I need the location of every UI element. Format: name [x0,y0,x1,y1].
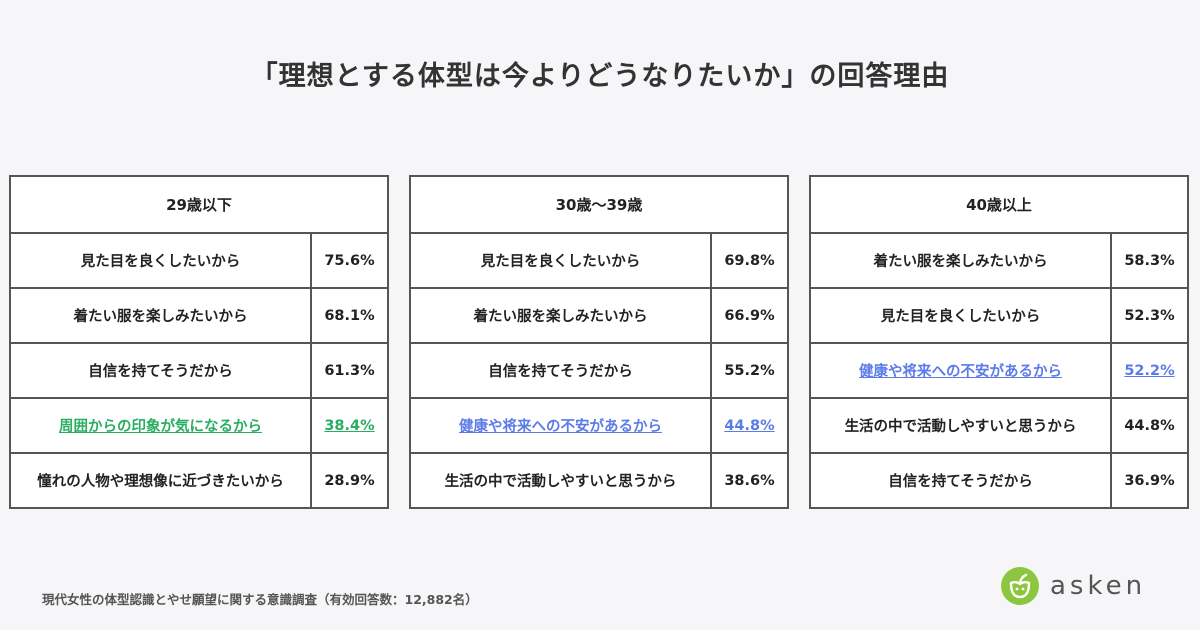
age-group-table: 30歳〜39歳見た目を良くしたいから 69.8% 着たい服を楽しみたいから 66.9%… [409,175,789,509]
reason-cell: 生活の中で活動しやすいと思うから [811,399,1112,452]
percentage-cell: 58.3% [1112,234,1187,287]
table-row: 憧れの人物や理想像に近づきたいから 28.9% [11,454,387,507]
percentage-cell: 55.2% [712,344,787,397]
reason-cell: 着たい服を楽しみたいから [811,234,1112,287]
reason-label: 見た目を良くしたいから [80,254,241,270]
reason-cell: 生活の中で活動しやすいと思うから [411,454,712,507]
table-row: 見た目を良くしたいから 75.6% [11,234,387,289]
age-group-table: 40歳以上着たい服を楽しみたいから 58.3% 見た目を良くしたいから 52.3% 健康… [809,175,1189,509]
percentage-value: 38.4% [324,417,375,434]
table-row: 周囲からの印象が気になるから 38.4% [11,399,387,454]
percentage-value: 55.2% [724,362,775,379]
reason-cell: 見た目を良くしたいから [11,234,312,287]
percentage-value: 52.3% [1124,307,1175,324]
reason-cell: 健康や将来への不安があるから [811,344,1112,397]
percentage-value: 52.2% [1124,362,1175,379]
table-row: 生活の中で活動しやすいと思うから 44.8% [811,399,1187,454]
percentage-value: 69.8% [724,252,775,269]
reason-cell: 自信を持てそうだから [411,344,712,397]
reason-label: 生活の中で活動しやすいと思うから [444,474,677,490]
reason-cell: 見た目を良くしたいから [811,289,1112,342]
percentage-value: 28.9% [324,472,375,489]
reason-label: 見た目を良くしたいから [480,254,641,270]
reason-cell: 周囲からの印象が気になるから [11,399,312,452]
age-group-header: 29歳以下 [11,177,387,234]
age-group-header: 40歳以上 [811,177,1187,234]
percentage-cell: 69.8% [712,234,787,287]
table-row: 健康や将来への不安があるから 52.2% [811,344,1187,399]
percentage-value: 44.8% [724,417,775,434]
reason-label: 自信を持てそうだから [888,474,1033,490]
percentage-value: 68.1% [324,307,375,324]
reason-cell: 着たい服を楽しみたいから [11,289,312,342]
table-row: 自信を持てそうだから 36.9% [811,454,1187,507]
percentage-value: 38.6% [724,472,775,489]
reason-label: 着たい服を楽しみたいから [73,309,248,325]
asken-logo-icon [1001,567,1039,605]
reason-cell: 憧れの人物や理想像に近づきたいから [11,454,312,507]
percentage-value: 66.9% [724,307,775,324]
reason-label: 自信を持てそうだから [488,364,633,380]
percentage-cell: 36.9% [1112,454,1187,507]
percentage-value: 75.6% [324,252,375,269]
percentage-value: 61.3% [324,362,375,379]
table-row: 見た目を良くしたいから 52.3% [811,289,1187,344]
reason-cell: 着たい服を楽しみたいから [411,289,712,342]
percentage-cell: 68.1% [312,289,387,342]
table-row: 着たい服を楽しみたいから 58.3% [811,234,1187,289]
table-row: 自信を持てそうだから 55.2% [411,344,787,399]
percentage-value: 44.8% [1124,417,1175,434]
table-row: 自信を持てそうだから 61.3% [11,344,387,399]
reason-label: 見た目を良くしたいから [880,309,1041,325]
age-group-header: 30歳〜39歳 [411,177,787,234]
table-row: 健康や将来への不安があるから 44.8% [411,399,787,454]
percentage-cell: 61.3% [312,344,387,397]
chart-title: 「理想とする体型は今よりどうなりたいか」の回答理由 [250,61,950,92]
reason-label: 自信を持てそうだから [88,364,233,380]
reason-label: 周囲からの印象が気になるから [59,419,262,435]
percentage-value: 36.9% [1124,472,1175,489]
table-row: 生活の中で活動しやすいと思うから 38.6% [411,454,787,507]
reason-label: 着たい服を楽しみたいから [473,309,648,325]
reason-cell: 見た目を良くしたいから [411,234,712,287]
reason-cell: 健康や将来への不安があるから [411,399,712,452]
reason-label: 健康や将来への不安があるから [459,419,662,435]
percentage-cell: 75.6% [312,234,387,287]
logo-wordmark: asken [1050,571,1147,601]
reason-cell: 自信を持てそうだから [811,454,1112,507]
percentage-cell: 66.9% [712,289,787,342]
percentage-value: 58.3% [1124,252,1175,269]
reason-label: 着たい服を楽しみたいから [873,254,1048,270]
reason-label: 憧れの人物や理想像に近づきたいから [37,474,284,490]
table-row: 着たい服を楽しみたいから 66.9% [411,289,787,344]
percentage-cell: 44.8% [1112,399,1187,452]
table-row: 着たい服を楽しみたいから 68.1% [11,289,387,344]
reason-label: 生活の中で活動しやすいと思うから [844,419,1077,435]
reason-label: 健康や将来への不安があるから [859,364,1062,380]
percentage-cell: 38.6% [712,454,787,507]
percentage-cell: 44.8% [712,399,787,452]
reason-cell: 自信を持てそうだから [11,344,312,397]
table-row: 見た目を良くしたいから 69.8% [411,234,787,289]
percentage-cell: 38.4% [312,399,387,452]
survey-source-note: 現代女性の体型認識とやせ願望に関する意識調査（有効回答数：12,882名） [42,592,478,607]
percentage-cell: 52.3% [1112,289,1187,342]
percentage-cell: 28.9% [312,454,387,507]
percentage-cell: 52.2% [1112,344,1187,397]
age-group-table: 29歳以下見た目を良くしたいから 75.6% 着たい服を楽しみたいから 68.1% 自信… [9,175,389,509]
asken-logo: asken [1000,566,1146,606]
